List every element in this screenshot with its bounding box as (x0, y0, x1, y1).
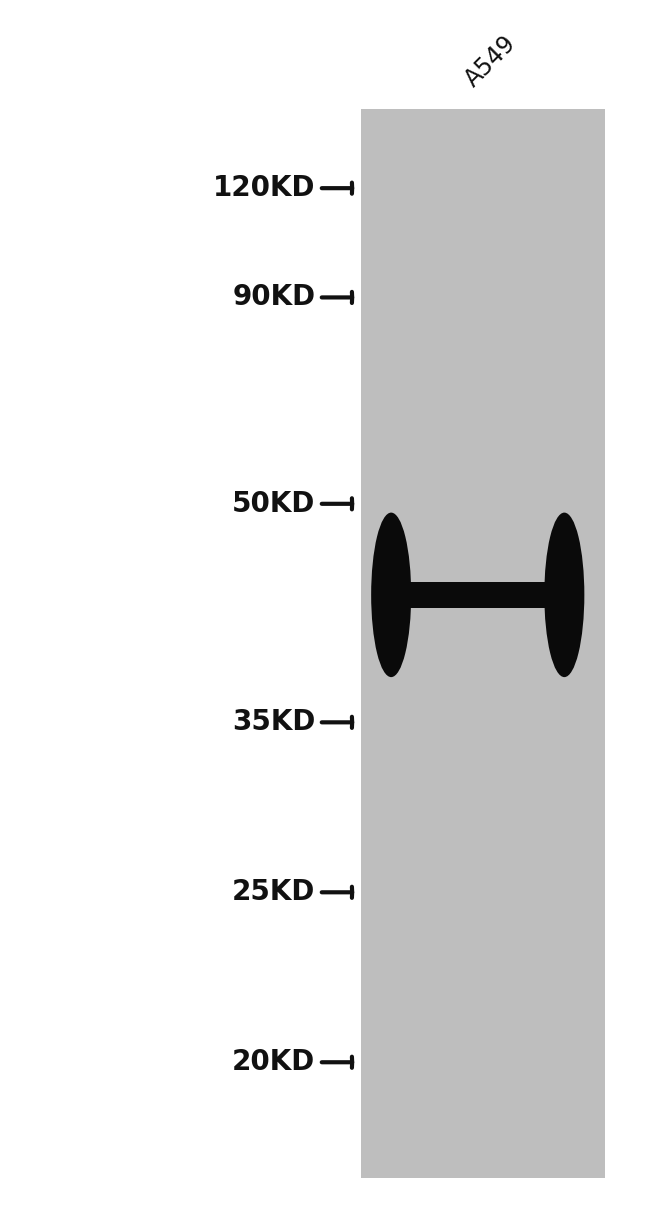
Text: 35KD: 35KD (232, 708, 315, 737)
Text: 120KD: 120KD (213, 174, 315, 203)
Bar (380, 582, 575, 608)
Text: 20KD: 20KD (232, 1048, 315, 1077)
Text: 25KD: 25KD (232, 878, 315, 907)
Text: 90KD: 90KD (232, 283, 315, 312)
Bar (361, 109, 604, 1178)
Text: A549: A549 (461, 30, 521, 91)
Text: 50KD: 50KD (232, 489, 315, 518)
Ellipse shape (544, 512, 584, 677)
Ellipse shape (371, 512, 411, 677)
